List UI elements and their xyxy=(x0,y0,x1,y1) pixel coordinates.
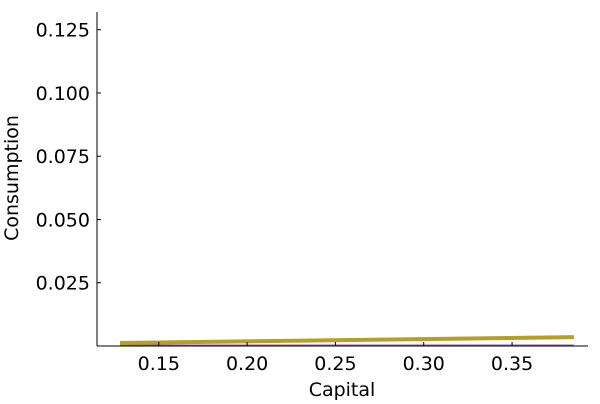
y-tick-label: 0.075 xyxy=(36,146,90,168)
x-tick-label: 0.30 xyxy=(403,353,445,375)
x-axis-label: Capital xyxy=(309,379,376,400)
y-tick-label: 0.125 xyxy=(36,20,90,42)
y-axis-label: Consumption xyxy=(1,115,23,241)
y-tick-label: 0.025 xyxy=(36,273,90,295)
y-tick-label: 0.100 xyxy=(36,83,90,105)
x-tick-label: 0.20 xyxy=(226,353,268,375)
y-axis-ticks: 0.025 0.050 0.075 0.100 0.125 xyxy=(36,20,101,295)
series-line-2 xyxy=(119,335,574,345)
x-axis-ticks: 0.15 0.20 0.25 0.30 0.35 xyxy=(138,342,533,375)
x-tick-label: 0.35 xyxy=(491,353,533,375)
y-tick-label: 0.050 xyxy=(36,209,90,231)
x-tick-label: 0.15 xyxy=(138,353,180,375)
x-tick-label: 0.25 xyxy=(314,353,356,375)
series-layer xyxy=(119,335,574,347)
